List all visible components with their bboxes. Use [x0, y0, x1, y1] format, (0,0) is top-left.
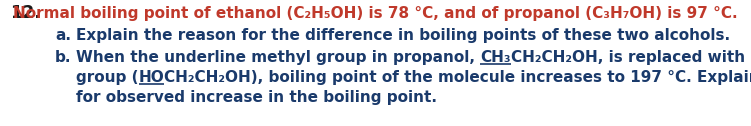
Text: CH₂CH₂OH), boiling point of the molecule increases to 197 °C. Explain the reason: CH₂CH₂OH), boiling point of the molecule…: [164, 70, 751, 85]
Text: a.: a.: [55, 28, 71, 43]
Text: Normal boiling point of ethanol (C₂H₅OH) is 78 °C, and of propanol (C₃H₇OH) is 9: Normal boiling point of ethanol (C₂H₅OH)…: [13, 6, 737, 21]
Text: 12.: 12.: [10, 4, 41, 22]
Text: Explain the reason for the difference in boiling points of these two alcohols.: Explain the reason for the difference in…: [76, 28, 730, 43]
Text: CH₂CH₂OH, is replaced with a hydroxyl: CH₂CH₂OH, is replaced with a hydroxyl: [511, 50, 751, 65]
Text: When the underline methyl group in propanol,: When the underline methyl group in propa…: [76, 50, 480, 65]
Text: for observed increase in the boiling point.: for observed increase in the boiling poi…: [76, 90, 437, 105]
Text: HO: HO: [138, 70, 164, 85]
Text: group (: group (: [76, 70, 138, 85]
Text: b.: b.: [55, 50, 71, 65]
Text: CH₃: CH₃: [480, 50, 511, 65]
